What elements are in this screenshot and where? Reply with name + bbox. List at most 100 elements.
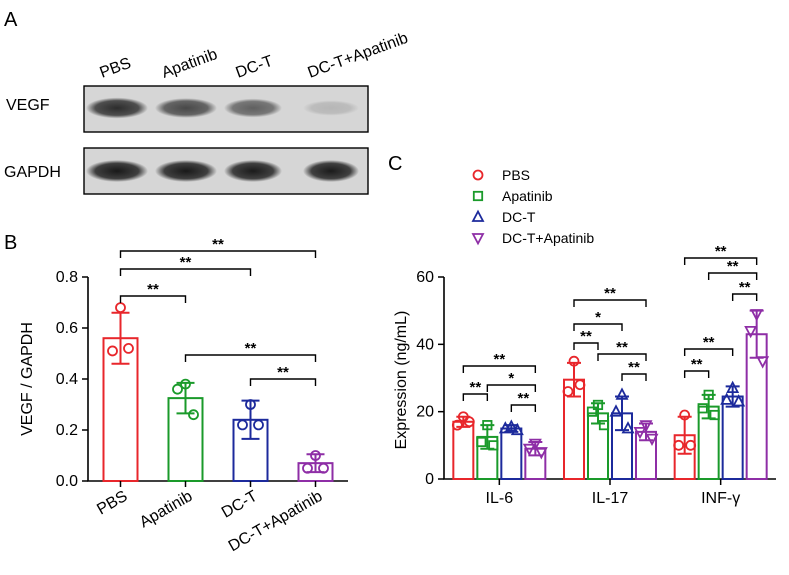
legend-label: PBS xyxy=(502,167,530,183)
y-tick-label: 40 xyxy=(416,336,434,353)
data-point xyxy=(726,380,740,394)
significance-label: ** xyxy=(715,243,727,260)
data-point xyxy=(510,422,524,436)
data-point xyxy=(639,420,653,433)
significance-label: ** xyxy=(580,328,592,345)
panel-label-a: A xyxy=(4,9,18,31)
legend: PBS Apatinib DC-T DC-T+Apatinib xyxy=(471,167,594,246)
data-point xyxy=(534,447,548,460)
data-point xyxy=(482,420,493,431)
significance-label: ** xyxy=(493,351,505,368)
data-point xyxy=(592,399,604,411)
data-point xyxy=(615,387,629,400)
y-tick-label: 0.4 xyxy=(56,371,78,388)
significance-label: ** xyxy=(180,254,192,271)
significance-label: * xyxy=(508,370,514,387)
data-point xyxy=(732,394,746,407)
data-point xyxy=(172,383,183,395)
significance-bracket xyxy=(119,250,317,258)
legend-marker xyxy=(471,209,485,222)
data-point xyxy=(476,436,487,448)
blot-band xyxy=(155,160,217,182)
significance-label: ** xyxy=(616,339,628,356)
legend-marker xyxy=(472,169,484,181)
data-point xyxy=(586,406,598,417)
data-point xyxy=(574,379,586,391)
data-point xyxy=(115,302,126,314)
significance-bracket xyxy=(510,404,537,412)
data-point xyxy=(180,378,191,390)
y-axis-title: Expression (ng/mL) xyxy=(393,311,410,450)
blot-band xyxy=(224,160,282,182)
data-point xyxy=(245,399,256,410)
significance-label: ** xyxy=(739,279,751,296)
significance-bracket xyxy=(731,293,758,301)
blot-band xyxy=(155,98,217,118)
significance-label: ** xyxy=(604,285,616,302)
data-point xyxy=(750,309,764,322)
data-point xyxy=(697,403,708,414)
significance-bracket xyxy=(707,272,758,280)
significance-label: * xyxy=(595,309,601,326)
data-point xyxy=(522,443,536,457)
lane-label: DC-T xyxy=(234,53,276,82)
data-point xyxy=(504,419,518,432)
error-bar xyxy=(725,385,740,408)
significance-bracket xyxy=(621,373,647,381)
significance-label: ** xyxy=(245,340,257,357)
x-tick-label: Apatinib xyxy=(137,488,196,532)
x-tick-label: IL-6 xyxy=(486,490,514,507)
lane-label: Apatinib xyxy=(160,46,220,82)
y-tick-label: 0.0 xyxy=(56,473,78,490)
data-point xyxy=(679,409,691,421)
bar xyxy=(721,395,744,480)
blot-row-label: GAPDH xyxy=(4,164,61,181)
panel-label-b: B xyxy=(4,232,17,254)
significance-bracket xyxy=(462,393,489,401)
legend-label: Apatinib xyxy=(502,188,553,204)
x-tick-label: INF-γ xyxy=(701,490,740,507)
significance-bracket xyxy=(597,353,647,361)
significance-bracket xyxy=(486,384,537,392)
data-point xyxy=(498,421,512,434)
data-point xyxy=(673,439,685,451)
blot-band xyxy=(303,160,359,182)
y-tick-label: 0.8 xyxy=(56,269,78,286)
blot-band xyxy=(86,160,148,182)
significance-label: ** xyxy=(147,281,159,298)
data-point xyxy=(188,409,199,421)
y-tick-label: 0 xyxy=(425,471,434,488)
vegf-bar-chart: VEGF / GAPDH 0.0 0.2 0.4 0.6 0.8 PBS Apatinib D… xyxy=(19,236,348,555)
data-point xyxy=(562,386,574,397)
data-point xyxy=(568,355,580,367)
data-point xyxy=(756,356,770,369)
data-point xyxy=(318,462,329,474)
x-tick-label: PBS xyxy=(94,488,130,519)
blot-band xyxy=(86,97,148,119)
legend-marker xyxy=(471,233,485,246)
legend-marker xyxy=(472,190,484,202)
blot-row-label: VEGF xyxy=(6,97,50,114)
data-point xyxy=(123,342,134,354)
significance-label: ** xyxy=(703,334,715,351)
cytokine-bar-chart: Expression (ng/mL) PBS Apatinib DC-T DC-T+A… xyxy=(393,167,776,507)
significance-label: ** xyxy=(277,364,289,381)
data-point xyxy=(709,409,720,421)
data-point xyxy=(703,389,714,400)
y-tick-label: 20 xyxy=(416,404,434,421)
significance-bracket xyxy=(119,295,187,303)
data-point xyxy=(744,325,758,339)
lane-label: PBS xyxy=(98,55,134,82)
data-point xyxy=(253,419,264,431)
legend-label: DC-T xyxy=(502,209,536,225)
y-tick-label: 0.6 xyxy=(56,320,78,337)
significance-bracket xyxy=(683,370,710,378)
data-point xyxy=(720,392,734,405)
data-point xyxy=(310,450,321,461)
blot-band xyxy=(303,100,359,116)
significance-bracket xyxy=(573,342,599,350)
data-point xyxy=(598,420,610,431)
data-point xyxy=(451,419,463,431)
significance-bracket xyxy=(683,348,734,356)
